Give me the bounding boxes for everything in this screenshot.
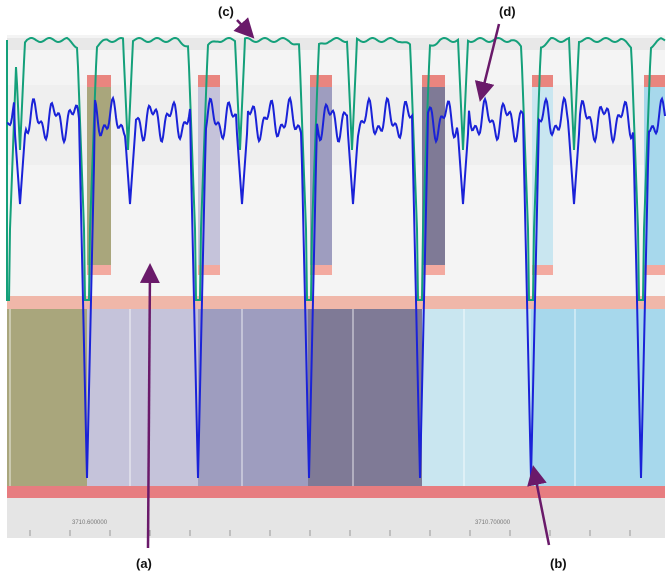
indicator-cap-bottom-5 — [532, 265, 553, 275]
gridlines — [9, 296, 576, 498]
indicator-cap-top-2 — [198, 75, 220, 87]
indicator-cap-top-1 — [87, 75, 111, 87]
arrow-a — [139, 263, 160, 549]
series-blue-trace — [7, 95, 666, 479]
arrow-c — [233, 17, 255, 39]
indicator-cap-bottom-1 — [87, 265, 111, 275]
callout-c: (c) — [218, 4, 234, 19]
indicator-cap-bottom-3 — [310, 265, 332, 275]
segment-block-1 — [7, 309, 87, 486]
axis-band — [7, 498, 665, 538]
indicator-cap-top-5 — [532, 75, 553, 87]
series-green-trace — [6, 36, 666, 301]
arrow-d — [474, 23, 501, 102]
segment-block-6 — [531, 309, 641, 486]
segment-block-2 — [87, 309, 198, 486]
tick-label-2: 3710.700000 — [475, 520, 511, 526]
indicator-cap-top-6 — [644, 75, 665, 87]
indicator-cap-bottom-6 — [644, 265, 665, 275]
indicator-cap-top-3 — [310, 75, 332, 87]
upper-band — [7, 38, 665, 50]
segment-block-5 — [422, 309, 531, 486]
callout-d: (d) — [499, 4, 516, 19]
pink-strip-top — [7, 296, 665, 309]
segment-block-4 — [308, 309, 422, 486]
indicator-cap-bottom-4 — [422, 265, 445, 275]
tick-label-1: 3710.600000 — [72, 520, 108, 526]
red-strip-bottom — [7, 486, 665, 498]
x-axis-ticks — [29, 530, 631, 536]
segment-block-3 — [198, 309, 308, 486]
indicator-cap-top-4 — [422, 75, 445, 87]
callout-a: (a) — [136, 556, 152, 571]
callout-b: (b) — [550, 556, 567, 571]
arrow-b — [527, 465, 551, 546]
indicator-cap-bottom-2 — [198, 265, 220, 275]
